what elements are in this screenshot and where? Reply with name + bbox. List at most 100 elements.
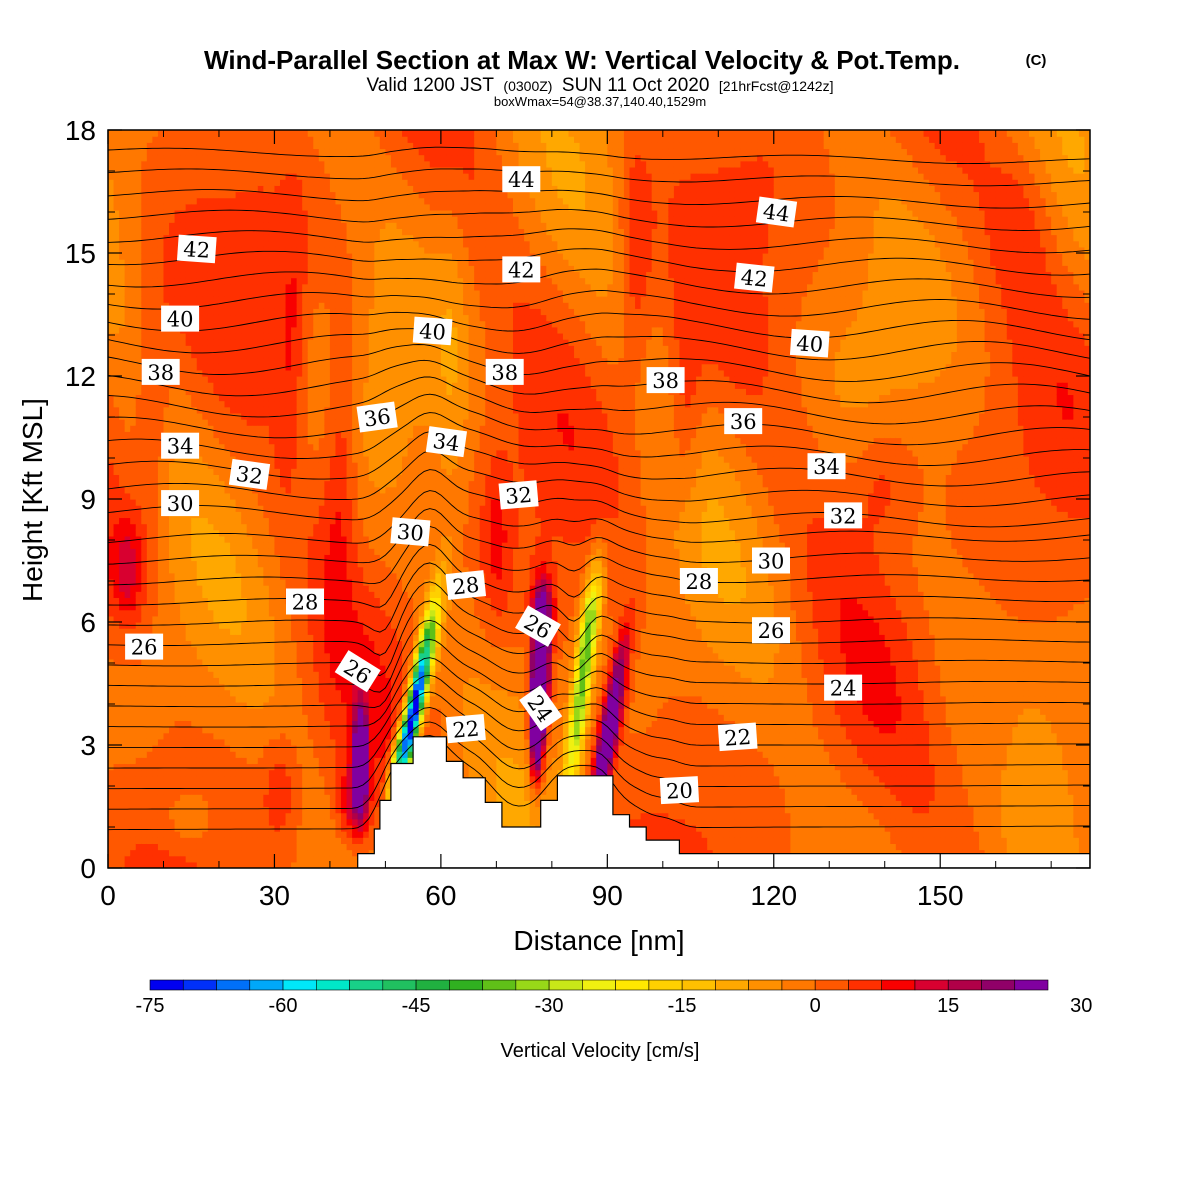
velocity-cell	[186, 167, 192, 174]
velocity-cell	[225, 604, 231, 611]
velocity-cell	[302, 517, 308, 524]
velocity-cell	[291, 382, 297, 389]
velocity-cell	[152, 394, 158, 401]
velocity-cell	[313, 647, 319, 654]
velocity-cell	[180, 850, 186, 857]
velocity-cell	[258, 573, 264, 580]
velocity-cell	[114, 542, 120, 549]
velocity-cell	[114, 554, 120, 561]
velocity-cell	[219, 733, 225, 740]
velocity-cell	[330, 530, 336, 537]
velocity-cell	[136, 210, 142, 217]
velocity-cell	[114, 198, 120, 205]
velocity-cell	[313, 690, 319, 697]
velocity-cell	[219, 425, 225, 432]
velocity-cell	[158, 573, 164, 580]
velocity-cell	[141, 591, 147, 598]
velocity-cell	[230, 142, 236, 149]
velocity-cell	[225, 185, 231, 192]
velocity-cell	[147, 179, 153, 186]
velocity-cell	[280, 850, 286, 857]
velocity-cell	[319, 616, 325, 623]
velocity-cell	[252, 444, 258, 451]
velocity-cell	[241, 493, 247, 500]
velocity-cell	[163, 757, 169, 764]
velocity-cell	[119, 290, 125, 297]
velocity-cell	[163, 831, 169, 838]
velocity-cell	[269, 425, 275, 432]
velocity-cell	[269, 782, 275, 789]
velocity-cell	[274, 591, 280, 598]
velocity-cell	[219, 401, 225, 408]
velocity-cell	[236, 302, 242, 309]
velocity-cell	[258, 677, 264, 684]
velocity-cell	[247, 130, 253, 137]
velocity-cell	[119, 825, 125, 832]
velocity-cell	[291, 720, 297, 727]
velocity-cell	[308, 782, 314, 789]
velocity-cell	[219, 634, 225, 641]
velocity-cell	[225, 456, 231, 463]
velocity-cell	[308, 487, 314, 494]
velocity-cell	[197, 394, 203, 401]
velocity-cell	[274, 850, 280, 857]
velocity-cell	[213, 579, 219, 586]
velocity-cell	[202, 696, 208, 703]
velocity-cell	[114, 499, 120, 506]
velocity-cell	[147, 714, 153, 721]
velocity-cell	[274, 142, 280, 149]
velocity-cell	[191, 850, 197, 857]
velocity-cell	[319, 843, 325, 850]
velocity-cell	[147, 401, 153, 408]
velocity-cell	[225, 819, 231, 826]
velocity-cell	[319, 462, 325, 469]
velocity-cell	[141, 339, 147, 346]
velocity-cell	[236, 622, 242, 629]
velocity-cell	[152, 351, 158, 358]
velocity-cell	[324, 444, 330, 451]
velocity-cell	[108, 536, 114, 543]
velocity-cell	[297, 782, 303, 789]
velocity-cell	[263, 850, 269, 857]
velocity-cell	[291, 548, 297, 555]
velocity-cell	[236, 819, 242, 826]
velocity-cell	[208, 339, 214, 346]
velocity-cell	[163, 179, 169, 186]
velocity-cell	[125, 450, 131, 457]
velocity-cell	[136, 481, 142, 488]
velocity-cell	[263, 659, 269, 666]
velocity-cell	[108, 228, 114, 235]
velocity-cell	[141, 727, 147, 734]
velocity-cell	[219, 585, 225, 592]
velocity-cell	[208, 739, 214, 746]
velocity-cell	[191, 148, 197, 155]
velocity-cell	[213, 776, 219, 783]
velocity-cell	[335, 468, 341, 475]
velocity-cell	[225, 192, 231, 199]
velocity-cell	[258, 517, 264, 524]
velocity-cell	[324, 591, 330, 598]
velocity-cell	[158, 290, 164, 297]
velocity-cell	[208, 640, 214, 647]
velocity-cell	[230, 690, 236, 697]
velocity-cell	[219, 259, 225, 266]
velocity-cell	[191, 677, 197, 684]
velocity-cell	[258, 585, 264, 592]
velocity-cell	[141, 407, 147, 414]
velocity-cell	[252, 315, 258, 322]
velocity-cell	[274, 235, 280, 242]
velocity-cell	[191, 843, 197, 850]
velocity-cell	[169, 640, 175, 647]
velocity-cell	[274, 604, 280, 611]
velocity-cell	[175, 204, 181, 211]
velocity-cell	[330, 321, 336, 328]
velocity-cell	[252, 653, 258, 660]
velocity-cell	[169, 468, 175, 475]
velocity-cell	[269, 351, 275, 358]
velocity-cell	[297, 358, 303, 365]
velocity-cell	[269, 745, 275, 752]
velocity-cell	[297, 351, 303, 358]
velocity-cell	[180, 622, 186, 629]
velocity-cell	[319, 222, 325, 229]
velocity-cell	[302, 265, 308, 272]
